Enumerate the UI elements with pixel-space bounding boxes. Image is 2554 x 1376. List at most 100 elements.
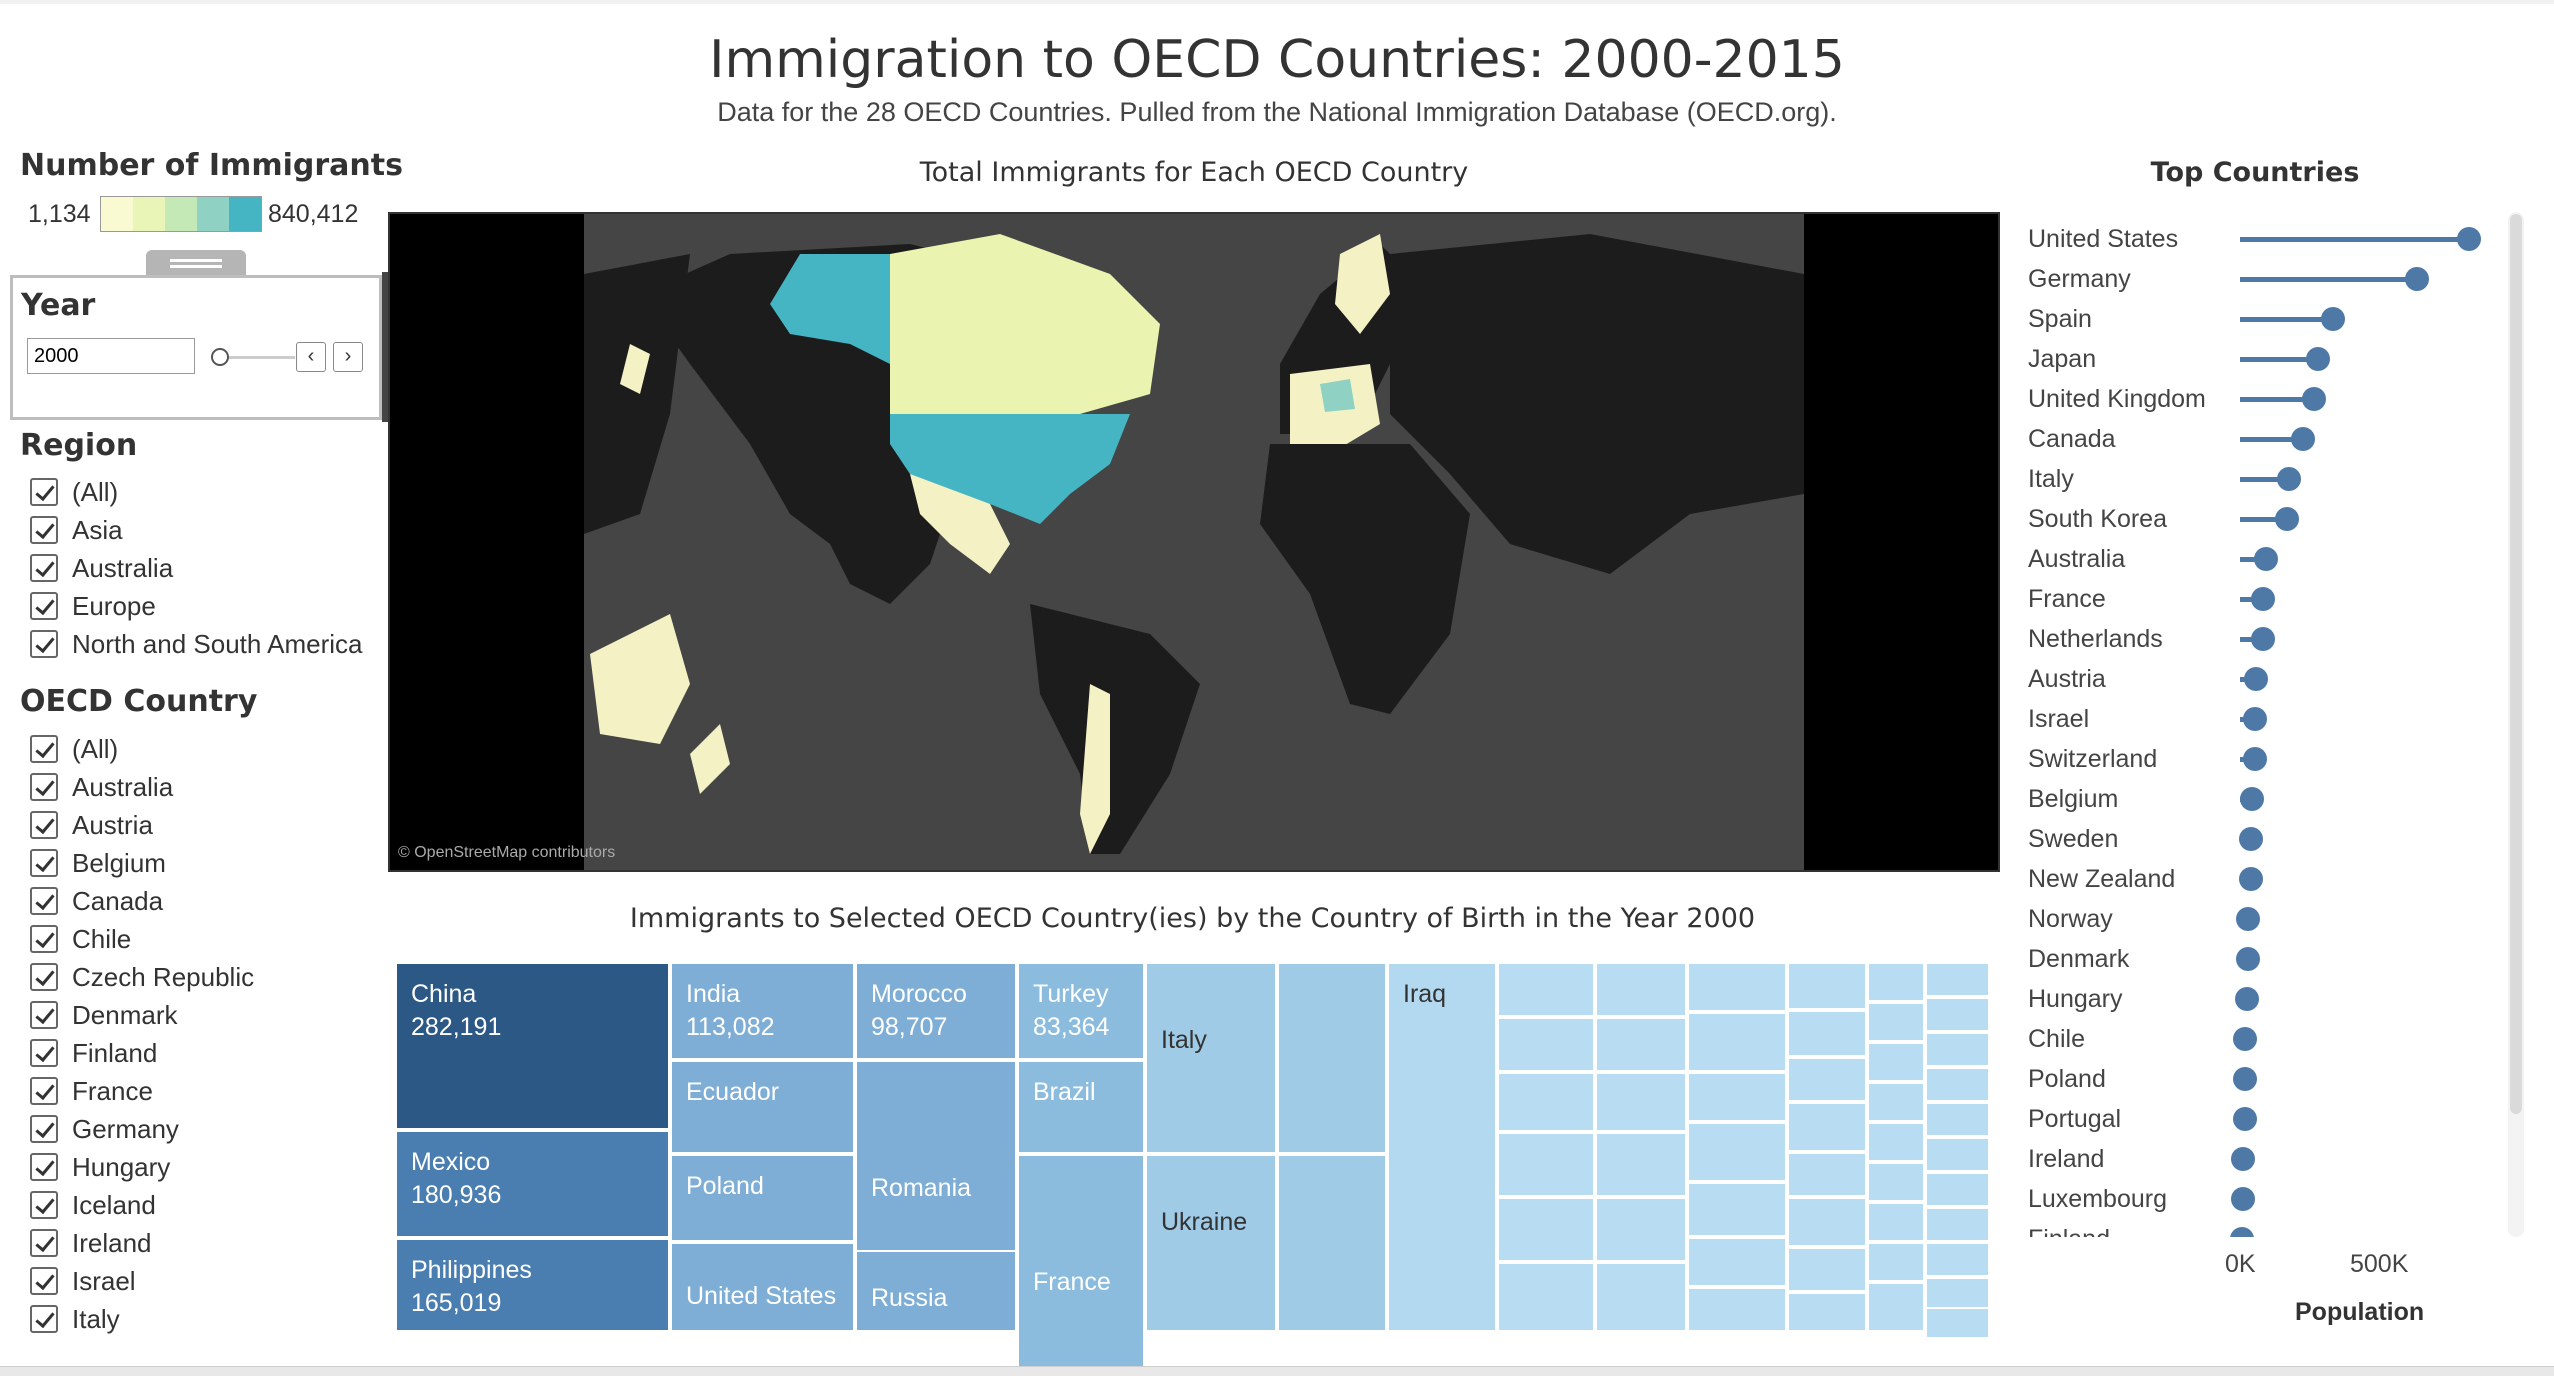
country-option-finland[interactable]: Finland [30,1035,157,1071]
treemap-cell-morocco[interactable]: Morocco 98,707 [855,962,1017,1060]
country-option-germany[interactable]: Germany [30,1111,179,1147]
treemap-cell[interactable] [1787,1102,1867,1152]
country-option-italy[interactable]: Italy [30,1301,120,1337]
treemap-cell[interactable] [1925,1137,1990,1172]
country-option-all[interactable]: (All) [30,731,118,767]
checkbox-checked-icon[interactable] [30,811,58,839]
treemap-cell[interactable] [1925,1207,1990,1242]
country-option-denmark[interactable]: Denmark [30,997,177,1033]
checkbox-checked-icon[interactable] [30,1305,58,1333]
top-country-dot[interactable] [2230,1227,2255,1237]
treemap-cell[interactable] [1497,1197,1595,1262]
top-country-bar[interactable] [2240,397,2315,402]
top-country-bar[interactable] [2240,277,2417,282]
top-country-dot[interactable] [2242,747,2267,771]
checkbox-checked-icon[interactable] [30,630,58,658]
checkbox-checked-icon[interactable] [30,887,58,915]
treemap-cell-romania[interactable]: Romania [855,1060,1017,1284]
top-country-dot[interactable] [2242,707,2267,731]
scrollbar-thumb[interactable] [2510,214,2522,1114]
treemap-cell[interactable] [1867,1202,1925,1242]
treemap-cell[interactable] [1595,1132,1687,1197]
treemap-cell[interactable] [1925,1307,1990,1339]
checkbox-checked-icon[interactable] [30,1039,58,1067]
treemap-cell[interactable] [1925,1277,1990,1309]
treemap-cell[interactable] [1867,1002,1925,1042]
checkbox-checked-icon[interactable] [30,478,58,506]
top-country-dot[interactable] [2234,987,2259,1011]
treemap-cell[interactable] [1925,1067,1990,1102]
treemap-cell[interactable] [1867,1242,1925,1282]
top-country-dot[interactable] [2277,467,2302,491]
treemap-cell-philippines[interactable]: Philippines 165,019 [395,1238,670,1332]
checkbox-checked-icon[interactable] [30,516,58,544]
treemap-cell[interactable] [1595,962,1687,1017]
treemap-cell-poland[interactable]: Poland [670,1154,855,1242]
checkbox-checked-icon[interactable] [30,1153,58,1181]
top-country-dot[interactable] [2251,587,2276,611]
checkbox-checked-icon[interactable] [30,1001,58,1029]
drag-handle[interactable] [146,250,246,276]
top-country-dot[interactable] [2243,667,2268,691]
treemap-cell[interactable] [1787,1057,1867,1102]
top-country-dot[interactable] [2302,387,2327,411]
top-country-dot[interactable] [2232,1107,2257,1131]
country-option-canada[interactable]: Canada [30,883,163,919]
treemap-cell-brazil[interactable]: Brazil [1017,1060,1145,1154]
year-slider-track[interactable] [215,356,295,359]
treemap-cell-ecuador[interactable]: Ecuador [670,1060,855,1154]
treemap-cell[interactable] [1867,1162,1925,1202]
checkbox-checked-icon[interactable] [30,554,58,582]
treemap-cell-ukraine[interactable]: Ukraine [1145,1154,1277,1332]
treemap-cell[interactable] [1687,1122,1787,1182]
top-country-dot[interactable] [2232,1067,2257,1091]
checkbox-checked-icon[interactable] [30,963,58,991]
top-country-dot[interactable] [2230,1187,2255,1211]
treemap-cell[interactable] [1497,962,1595,1017]
checkbox-checked-icon[interactable] [30,735,58,763]
country-option-chile[interactable]: Chile [30,921,131,957]
treemap-cell[interactable] [1687,1182,1787,1237]
treemap-cell-mexico[interactable]: Mexico 180,936 [395,1130,670,1238]
top-country-dot[interactable] [2236,907,2261,931]
treemap-cell[interactable] [1497,1072,1595,1132]
top-country-dot[interactable] [2305,347,2330,371]
region-option-asia[interactable]: Asia [30,512,123,548]
treemap-cell-italy[interactable]: Italy [1145,962,1277,1154]
treemap-cell[interactable] [1595,1197,1687,1262]
year-slider-handle[interactable] [211,348,229,366]
region-option-north-and-south-america[interactable]: North and South America [30,626,363,662]
treemap-cell[interactable] [1497,1132,1595,1197]
top-country-dot[interactable] [2404,267,2429,291]
country-option-ireland[interactable]: Ireland [30,1225,152,1261]
treemap-cell[interactable] [1787,1292,1867,1332]
checkbox-checked-icon[interactable] [30,1267,58,1295]
treemap-cell[interactable] [1867,1282,1925,1332]
treemap-cell-iraq[interactable]: Iraq [1387,962,1497,1332]
treemap-cell-united-states[interactable]: United States [670,1242,855,1332]
top-country-dot[interactable] [2251,627,2276,651]
top-country-bar[interactable] [2240,517,2288,522]
treemap-cell[interactable] [1277,1154,1387,1332]
treemap-cell[interactable] [1687,1072,1787,1122]
treemap-cell-russia[interactable]: Russia [855,1250,1017,1332]
treemap-cell-india[interactable]: India 113,082 [670,962,855,1060]
top-country-dot[interactable] [2275,507,2300,531]
top-country-bar[interactable] [2240,357,2318,362]
top-country-bar[interactable] [2240,557,2266,562]
country-option-australia[interactable]: Australia [30,769,173,805]
top-country-dot[interactable] [2233,1027,2258,1051]
checkbox-checked-icon[interactable] [30,1191,58,1219]
chevron-right-icon[interactable]: › [333,342,363,372]
sheet-tab-bar[interactable] [0,1366,2554,1376]
treemap-cell[interactable] [1787,1197,1867,1247]
top-country-dot[interactable] [2291,427,2316,451]
treemap-cell[interactable] [1595,1017,1687,1072]
year-input[interactable] [27,338,195,374]
treemap-cell[interactable] [1595,1072,1687,1132]
treemap-cell[interactable] [1595,1262,1687,1332]
top-country-dot[interactable] [2231,1147,2256,1171]
treemap-cell-turkey[interactable]: Turkey 83,364 [1017,962,1145,1060]
treemap-cell[interactable] [1925,1102,1990,1137]
treemap-cell[interactable] [1787,1010,1867,1057]
